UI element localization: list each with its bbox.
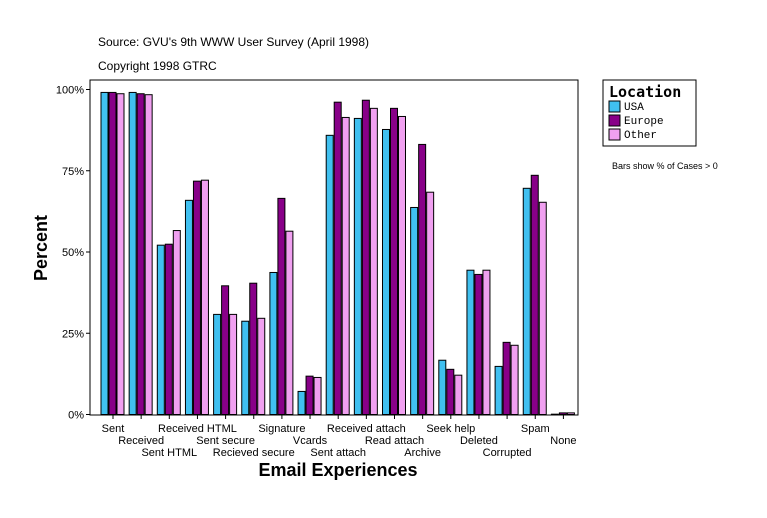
x-tick-label: Received: [118, 435, 164, 447]
bar-usa: [325, 134, 334, 415]
note-text: Bars show % of Cases > 0: [612, 161, 718, 171]
bar-europe: [108, 91, 117, 416]
bar-other: [454, 374, 463, 415]
bar-usa: [466, 269, 475, 416]
x-tick-label: Deleted: [460, 435, 498, 447]
y-tick-label: 0%: [68, 410, 84, 422]
bar-europe: [164, 243, 173, 415]
bar-usa: [213, 313, 222, 415]
x-tick-label: Corrupted: [483, 447, 532, 459]
bar-europe: [333, 101, 342, 416]
bar-other: [285, 230, 294, 415]
bar-usa: [269, 271, 278, 415]
y-tick-label: 25%: [62, 328, 84, 340]
bar-usa: [241, 320, 250, 416]
y-axis-title: Percent: [31, 215, 51, 281]
x-tick-label: Read attach: [365, 435, 424, 447]
source-text: Source: GVU's 9th WWW User Survey (April…: [98, 35, 369, 49]
x-tick-label: Sent: [102, 423, 125, 435]
bar-usa: [297, 390, 306, 415]
bar-europe: [390, 107, 398, 415]
legend-swatch-other: [608, 128, 621, 141]
bar-other: [200, 179, 209, 415]
bar-usa: [156, 244, 165, 415]
bar-europe: [277, 197, 286, 415]
x-tick-label: Sent HTML: [141, 447, 197, 459]
y-tick-label: 100%: [56, 85, 84, 97]
bar-europe: [502, 341, 511, 416]
x-tick-label: Seek help: [426, 423, 475, 435]
x-axis-title: Email Experiences: [258, 460, 417, 480]
bar-other: [369, 107, 378, 415]
x-tick-label: Signature: [258, 423, 305, 435]
legend-title: Location: [609, 83, 681, 101]
x-tick-label: Vcards: [293, 435, 328, 447]
bar-europe: [249, 282, 258, 416]
bar-europe: [305, 375, 314, 415]
x-tick-label: Received HTML: [158, 423, 237, 435]
bar-other: [313, 376, 322, 416]
legend: Location USA Europe Other: [602, 79, 697, 147]
x-tick-label: Recieved secure: [213, 447, 295, 459]
bar-usa: [522, 187, 531, 415]
bar-other: [116, 93, 125, 415]
bar-europe: [418, 143, 427, 416]
x-tick-label: Archive: [404, 447, 441, 459]
legend-label: Europe: [624, 116, 664, 128]
legend-swatch-usa: [608, 100, 621, 113]
x-tick-label: Received attach: [327, 423, 406, 435]
bar-usa: [184, 199, 193, 415]
bar-europe: [446, 368, 455, 416]
x-tick-label: Spam: [521, 423, 550, 435]
bar-other: [144, 94, 153, 415]
bar-usa: [353, 117, 362, 416]
bar-europe: [221, 285, 230, 415]
copyright-text: Copyright 1998 GTRC: [98, 59, 217, 73]
bar-usa: [410, 206, 419, 415]
bar-other: [538, 201, 547, 415]
bar-europe: [530, 174, 539, 415]
bar-other: [172, 230, 181, 415]
bar-usa: [438, 359, 447, 416]
bar-usa: [382, 128, 390, 415]
bar-other: [482, 269, 491, 416]
bar-europe: [192, 180, 201, 415]
bar-other: [426, 191, 435, 415]
bar-other: [341, 116, 350, 415]
bar-other: [257, 317, 266, 415]
bar-other: [566, 412, 575, 415]
x-tick-label: None: [550, 435, 576, 447]
bar-europe: [361, 99, 370, 415]
bar-other: [229, 313, 238, 415]
x-tick-label: Sent secure: [196, 435, 255, 447]
bar-europe: [136, 93, 145, 415]
x-tick-label: Sent attach: [310, 447, 366, 459]
bar-usa: [100, 91, 109, 416]
legend-label: Other: [624, 130, 657, 142]
bar-other: [510, 344, 519, 415]
bar-usa: [494, 365, 503, 415]
bar-europe: [474, 273, 483, 415]
y-tick-label: 50%: [62, 247, 84, 259]
bar-europe: [558, 412, 567, 415]
y-tick-label: 75%: [62, 166, 84, 178]
bar-usa: [128, 91, 137, 416]
legend-label: USA: [624, 102, 644, 114]
legend-swatch-europe: [608, 114, 621, 127]
bar-other: [398, 115, 406, 415]
